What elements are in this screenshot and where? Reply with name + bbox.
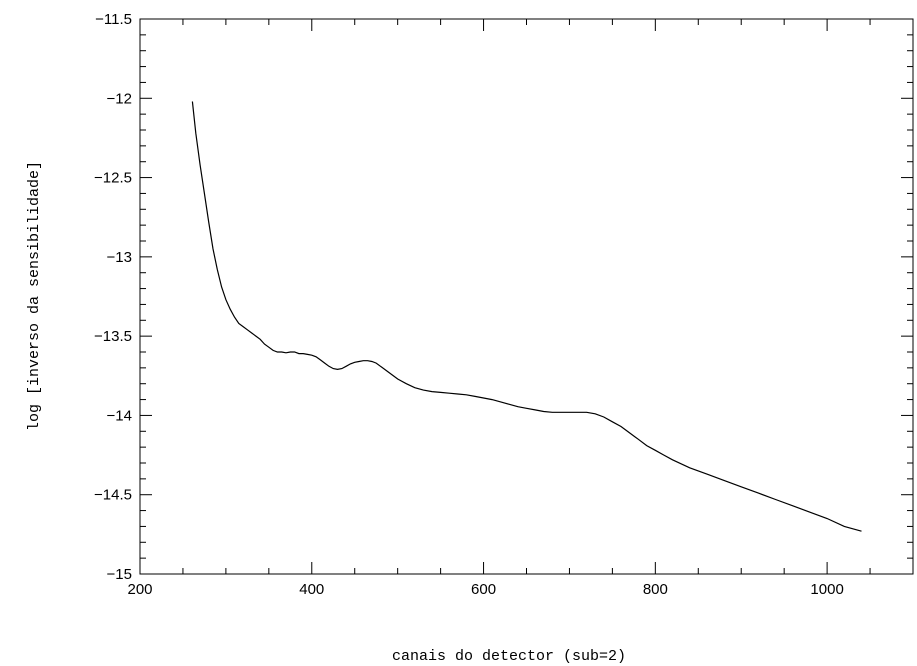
y-tick-label: −13	[107, 249, 132, 266]
y-axis-title: log [inverso da sensibilidade]	[26, 161, 43, 431]
x-tick-label: 1000	[810, 581, 843, 598]
series-group	[191, 101, 862, 532]
plot-frame	[139, 18, 914, 575]
x-tick-label: 200	[127, 581, 152, 598]
series-line	[191, 101, 862, 532]
y-tick-label: −15	[107, 566, 132, 583]
x-tick-label: 800	[643, 581, 668, 598]
y-tick-label: −13.5	[94, 328, 132, 345]
x-tick-label: 400	[299, 581, 324, 598]
y-tick-label: −12.5	[94, 170, 132, 187]
y-axis-ticks: −15 −14.5 −14 −13.5 −13 −12.5 −12 −11.5	[94, 11, 913, 583]
y-tick-label: −11.5	[95, 11, 132, 28]
y-tick-label: −12	[107, 90, 132, 107]
x-axis-title: canais do detector (sub=2)	[392, 648, 626, 665]
y-tick-label: −14.5	[94, 487, 132, 504]
x-axis-ticks: 200 400 600 800 1000	[127, 19, 871, 598]
x-tick-label: 600	[471, 581, 496, 598]
y-tick-label: −14	[107, 407, 132, 424]
